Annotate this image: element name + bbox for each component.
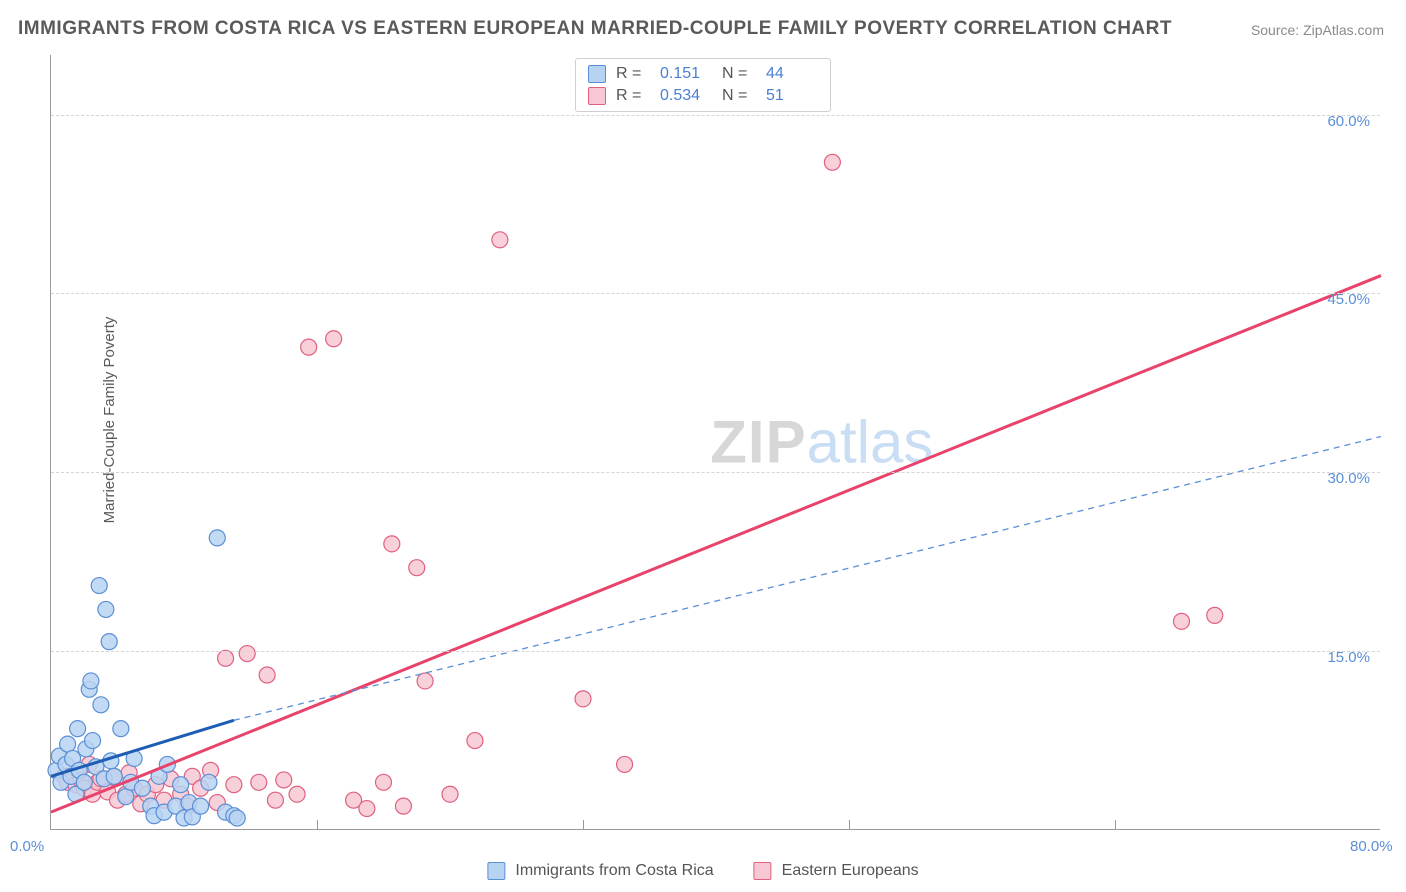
- swatch-costa-rica-bottom: [487, 862, 505, 880]
- plot-area: ZIPatlas 15.0%30.0%45.0%60.0%: [50, 55, 1380, 830]
- chart-svg: [51, 55, 1380, 829]
- legend-correlation: R = 0.151 N = 44 R = 0.534 N = 51: [575, 58, 831, 112]
- swatch-eastern-european-bottom: [754, 862, 772, 880]
- x-tick-label: 80.0%: [1350, 838, 1393, 855]
- chart-title: IMMIGRANTS FROM COSTA RICA VS EASTERN EU…: [18, 18, 1172, 40]
- y-tick-label: 15.0%: [1327, 649, 1370, 666]
- x-tick-label: 0.0%: [10, 838, 44, 855]
- y-tick-label: 60.0%: [1327, 113, 1370, 130]
- n-value-costa-rica: 44: [766, 65, 818, 83]
- y-tick-label: 45.0%: [1327, 291, 1370, 308]
- swatch-costa-rica: [588, 65, 606, 83]
- r-value-eastern-european: 0.534: [660, 87, 712, 105]
- legend-item-eastern-european: Eastern Europeans: [754, 862, 919, 880]
- legend-series: Immigrants from Costa Rica Eastern Europ…: [487, 862, 918, 880]
- swatch-eastern-european: [588, 87, 606, 105]
- legend-row-eastern-european: R = 0.534 N = 51: [588, 85, 818, 107]
- y-tick-label: 30.0%: [1327, 470, 1370, 487]
- source-label: Source: ZipAtlas.com: [1251, 22, 1384, 38]
- legend-row-costa-rica: R = 0.151 N = 44: [588, 63, 818, 85]
- r-value-costa-rica: 0.151: [660, 65, 712, 83]
- n-value-eastern-european: 51: [766, 87, 818, 105]
- legend-item-costa-rica: Immigrants from Costa Rica: [487, 862, 713, 880]
